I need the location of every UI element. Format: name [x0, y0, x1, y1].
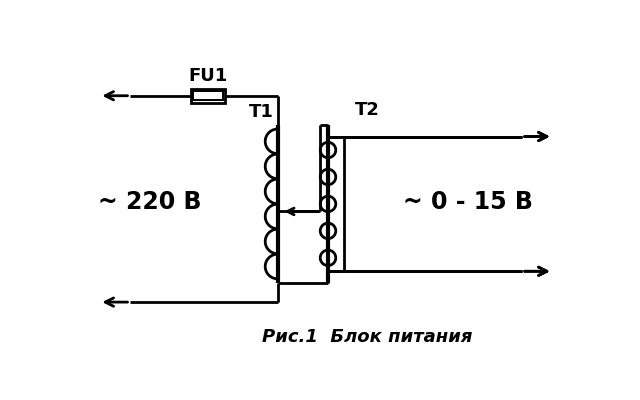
FancyBboxPatch shape	[191, 89, 225, 103]
Text: T1: T1	[249, 103, 274, 121]
Text: T2: T2	[355, 101, 380, 119]
FancyBboxPatch shape	[193, 91, 223, 100]
Text: FU1: FU1	[188, 67, 227, 85]
Text: ~ 0 - 15 В: ~ 0 - 15 В	[403, 190, 532, 214]
Text: Рис.1  Блок питания: Рис.1 Блок питания	[262, 328, 472, 346]
Text: ~ 220 В: ~ 220 В	[98, 190, 202, 214]
